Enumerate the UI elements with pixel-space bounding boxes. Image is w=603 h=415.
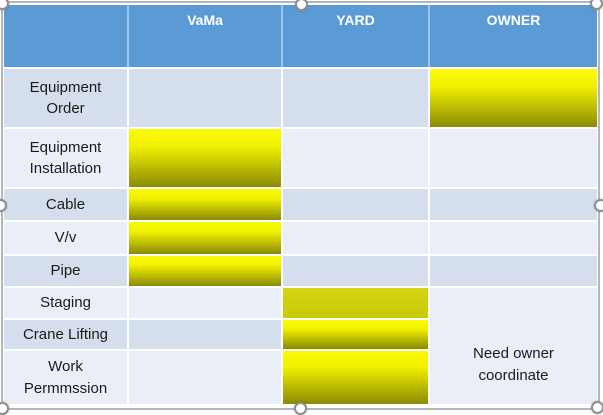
cell-equipment-installation-vama[interactable] — [129, 129, 281, 187]
header-cell-vama[interactable]: VaMa — [129, 5, 281, 67]
cell-staging-vama[interactable] — [129, 288, 281, 318]
cell-pipe-owner[interactable] — [430, 256, 597, 286]
row-label-work-permmssion[interactable]: Work Permmssion — [4, 351, 127, 404]
header-cell-yard[interactable]: YARD — [283, 5, 428, 67]
row-label-crane-lifting[interactable]: Crane Lifting — [4, 320, 127, 349]
cell-vv-vama[interactable] — [129, 222, 281, 254]
row-label-equipment-installation[interactable]: Equipment Installation — [4, 129, 127, 187]
cell-equipment-installation-yard[interactable] — [283, 129, 428, 187]
cell-pipe-yard[interactable] — [283, 256, 428, 286]
cell-crane-lifting-vama[interactable] — [129, 320, 281, 349]
cell-staging-yard[interactable] — [283, 288, 428, 318]
selection-handle-bottom-right[interactable] — [591, 401, 603, 414]
cell-merged-owner-note[interactable]: Need owner coordinate — [430, 288, 597, 404]
header-cell-owner[interactable]: OWNER — [430, 5, 597, 67]
cell-equipment-order-owner[interactable] — [430, 69, 597, 127]
owner-note-text: Need owner coordinate — [473, 344, 554, 385]
cell-cable-yard[interactable] — [283, 189, 428, 220]
row-label-vv[interactable]: V/v — [4, 222, 127, 254]
responsibility-table: VaMa YARD OWNER Equipment Order Equipmen… — [4, 5, 597, 404]
cell-work-permmssion-vama[interactable] — [129, 351, 281, 404]
cell-crane-lifting-yard[interactable] — [283, 320, 428, 349]
cell-equipment-installation-owner[interactable] — [430, 129, 597, 187]
row-label-pipe[interactable]: Pipe — [4, 256, 127, 286]
header-cell-blank[interactable] — [4, 5, 127, 67]
cell-pipe-vama[interactable] — [129, 256, 281, 286]
row-label-cable[interactable]: Cable — [4, 189, 127, 220]
cell-cable-vama[interactable] — [129, 189, 281, 220]
cell-equipment-order-yard[interactable] — [283, 69, 428, 127]
cell-work-permmssion-yard[interactable] — [283, 351, 428, 404]
cell-vv-yard[interactable] — [283, 222, 428, 254]
selection-handle-bottom-left[interactable] — [0, 402, 9, 415]
header-divider — [428, 5, 430, 67]
selection-handle-bottom-middle[interactable] — [294, 402, 307, 415]
header-divider — [127, 5, 129, 67]
row-label-staging[interactable]: Staging — [4, 288, 127, 318]
selection-handle-middle-left[interactable] — [0, 199, 7, 212]
cell-cable-owner[interactable] — [430, 189, 597, 220]
selection-handle-middle-right[interactable] — [594, 199, 603, 212]
header-divider — [281, 5, 283, 67]
cell-vv-owner[interactable] — [430, 222, 597, 254]
selection-handle-top-middle[interactable] — [295, 0, 308, 11]
selection-handle-top-right[interactable] — [590, 0, 603, 10]
cell-equipment-order-vama[interactable] — [129, 69, 281, 127]
row-label-equipment-order[interactable]: Equipment Order — [4, 69, 127, 127]
selection-handle-top-left[interactable] — [0, 0, 9, 10]
